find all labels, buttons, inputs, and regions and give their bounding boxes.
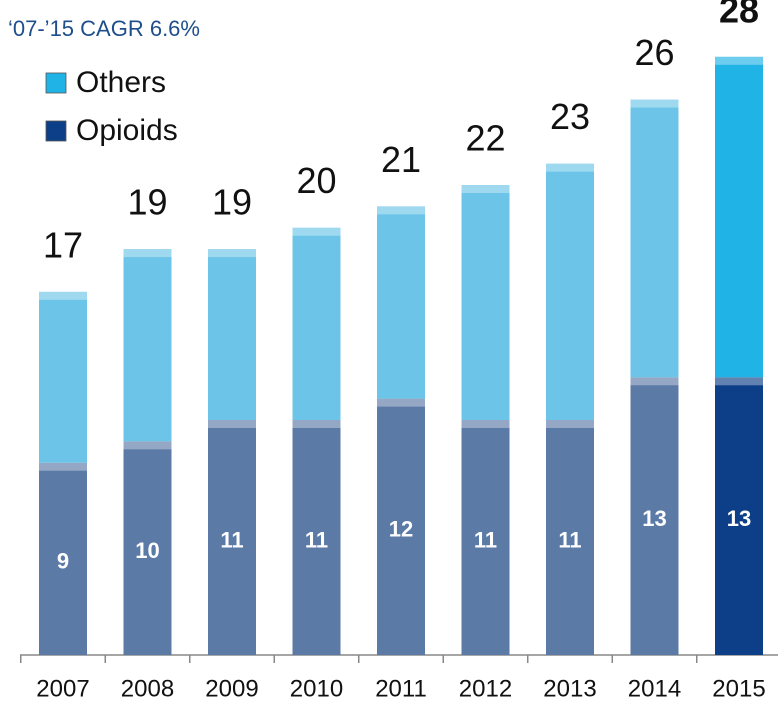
bar-cap [546,163,594,172]
segment-label: 13 [727,506,751,531]
bar-cap [39,291,87,300]
x-tick-label: 2010 [290,675,343,702]
bar-segment [377,206,425,399]
bar-cap [715,377,763,386]
x-tick-label: 2012 [459,675,512,702]
bar-segment [630,377,679,655]
legend-swatch [45,120,67,142]
bar-cap [461,420,510,428]
total-label: 23 [550,96,590,137]
segment-label: 10 [135,538,159,563]
bar-cap [715,56,763,65]
bar-segment [461,185,510,420]
total-label: 26 [634,32,674,73]
bar-segment [123,441,172,655]
bar-segment [461,420,510,655]
x-tick-label: 2014 [628,675,681,702]
total-label: 19 [212,182,252,223]
legend-label: Opioids [76,114,178,147]
bar-segment [377,398,425,655]
bar-segment [292,420,341,655]
bar-cap [208,420,256,428]
x-tick-label: 2011 [375,675,427,702]
total-label: 22 [465,118,505,159]
segment-label: 11 [220,527,243,552]
bar-segment [546,420,594,655]
x-tick-label: 2013 [543,675,596,702]
bar-cap [546,420,594,428]
bar-cap [123,441,172,450]
bar-cap [630,99,679,108]
segment-label: 11 [305,527,328,552]
bar-cap [461,185,510,193]
bar-cap [292,420,341,428]
x-tick-label: 2015 [712,675,765,702]
total-label: 17 [43,224,83,265]
segment-label: 11 [474,527,497,552]
bar-segment [208,420,256,655]
bar-segment [123,249,172,442]
segment-label: 9 [57,549,69,574]
segment-label: 12 [389,517,413,542]
bar-segment [546,163,594,421]
bar-cap [39,462,87,471]
bar-cap [292,227,341,236]
bar-segment [292,227,341,420]
x-tick-label: 2009 [205,675,258,702]
chart-subtitle: ‘07-’15 CAGR 6.6% [8,16,200,41]
bar-segment [715,377,763,655]
bar-segment [208,249,256,420]
segment-label: 13 [642,506,666,531]
total-label: 19 [127,182,167,223]
x-tick-label: 2007 [36,675,89,702]
bar-segment [39,462,87,655]
bar-cap [208,249,256,258]
total-label: 20 [296,160,336,201]
total-label: 28 [719,0,759,30]
bar-segment [39,291,87,463]
bar-cap [630,377,679,386]
legend-label: Others [76,66,166,99]
bar-segment [630,99,679,378]
segment-label: 11 [558,527,581,552]
bar-cap [377,206,425,215]
legend-swatch [45,72,67,94]
x-tick-label: 2008 [121,675,174,702]
bar-segment [715,56,763,378]
bar-cap [377,398,425,407]
bar-cap [123,249,172,258]
total-label: 21 [381,139,421,180]
